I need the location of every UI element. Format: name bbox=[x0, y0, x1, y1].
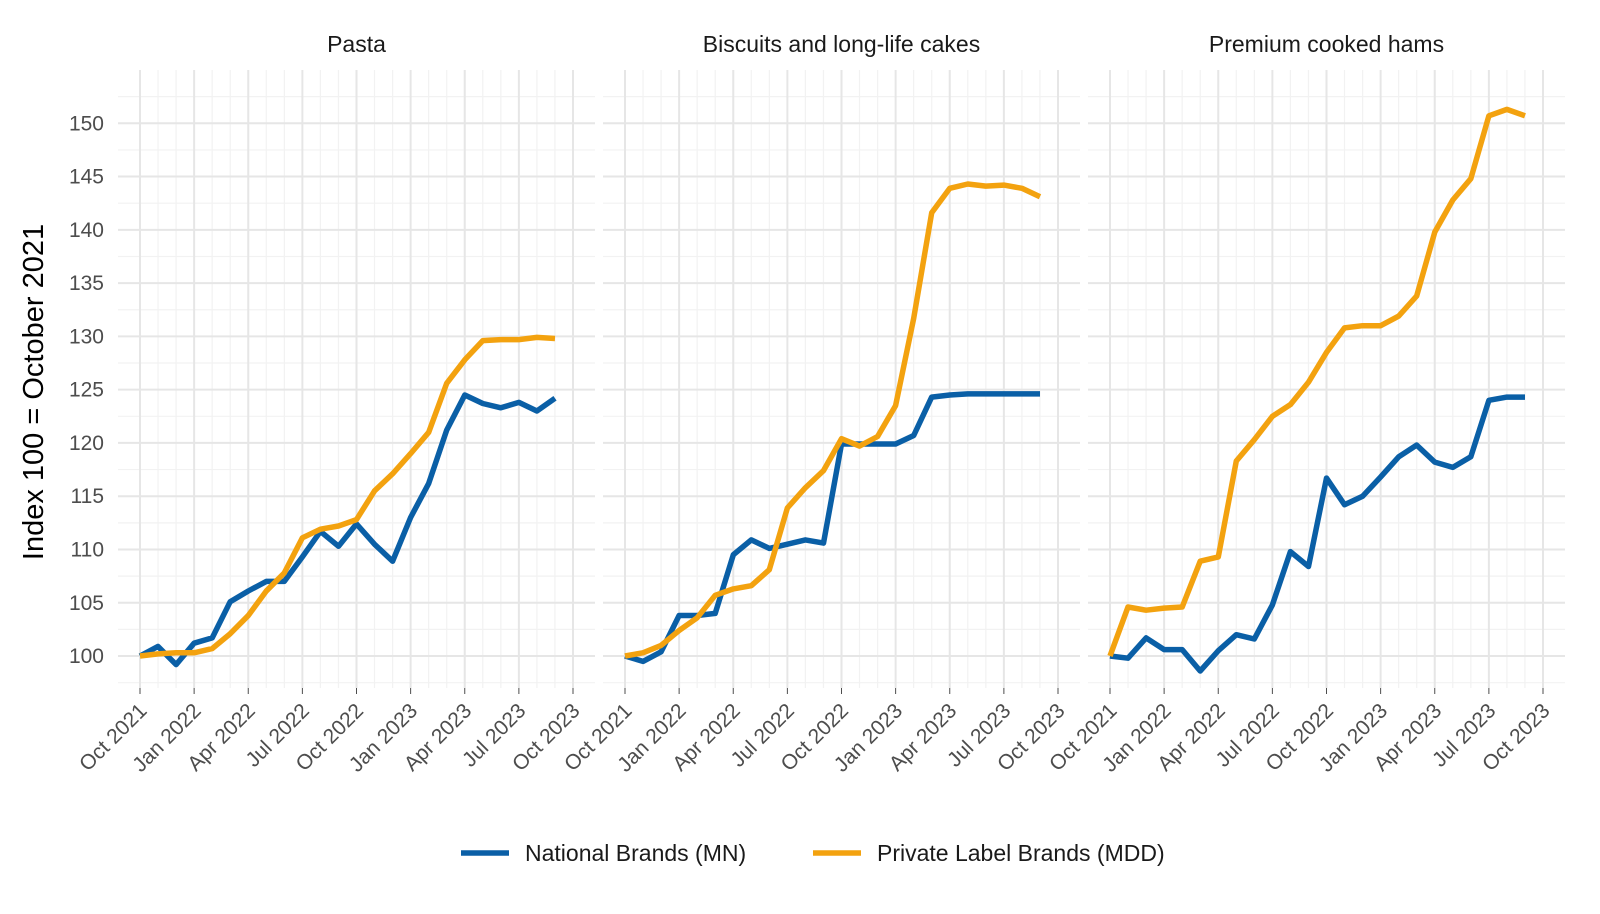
y-tick-label: 150 bbox=[69, 112, 104, 135]
y-tick-label: 135 bbox=[69, 272, 104, 295]
y-tick-label: 130 bbox=[69, 325, 104, 348]
series-private-line bbox=[624, 181, 1042, 659]
y-tick-label: 100 bbox=[69, 645, 104, 668]
y-tick-label: 105 bbox=[69, 592, 104, 615]
y-tick-label: 115 bbox=[71, 485, 104, 508]
legend: National Brands (MN) Private Label Brands… bbox=[461, 840, 1165, 866]
y-tick-label: 120 bbox=[69, 432, 104, 455]
legend-item-private: Private Label Brands (MDD) bbox=[813, 840, 1165, 866]
legend-label: Private Label Brands (MDD) bbox=[877, 840, 1165, 866]
chart-panels: Pasta100105110115120125130135140145150Oc… bbox=[69, 31, 1565, 777]
series-private-line bbox=[1107, 106, 1526, 657]
legend-item-national: National Brands (MN) bbox=[461, 840, 746, 866]
y-tick-label: 145 bbox=[69, 166, 104, 189]
legend-label: National Brands (MN) bbox=[525, 840, 746, 866]
y-tick-label: 140 bbox=[69, 219, 104, 242]
series-national-line bbox=[1109, 394, 1525, 674]
panel-1: Pasta100105110115120125130135140145150Oc… bbox=[69, 31, 595, 777]
panel-title: Biscuits and long-life cakes bbox=[703, 31, 980, 57]
panel-title: Premium cooked hams bbox=[1209, 31, 1444, 57]
y-tick-label: 110 bbox=[71, 538, 104, 561]
panel-title: Pasta bbox=[327, 31, 386, 57]
series-private-line bbox=[139, 334, 556, 659]
y-axis-label: Index 100 = October 2021 bbox=[18, 224, 50, 560]
series-national-line bbox=[138, 392, 557, 668]
series-national-line bbox=[624, 391, 1040, 665]
y-tick-label: 125 bbox=[69, 379, 104, 402]
